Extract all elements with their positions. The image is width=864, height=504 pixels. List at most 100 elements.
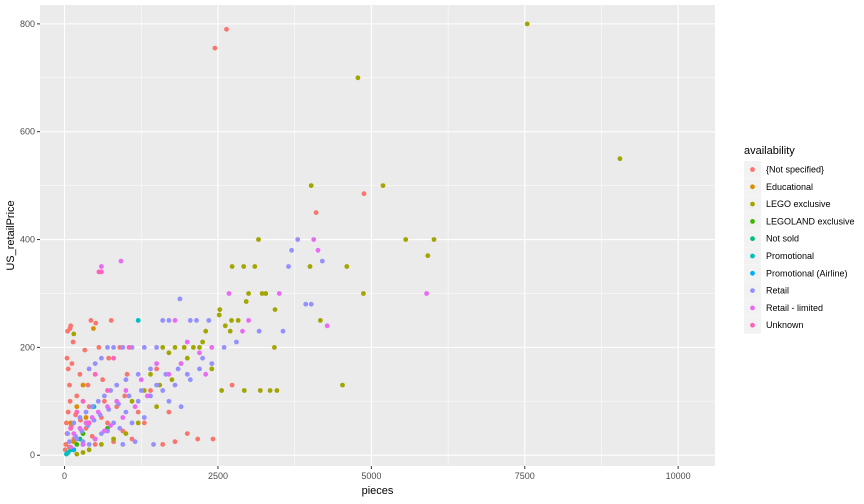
data-point bbox=[95, 398, 101, 404]
data-point bbox=[166, 350, 172, 356]
data-point bbox=[148, 366, 153, 372]
data-point bbox=[135, 371, 141, 377]
data-point bbox=[235, 318, 241, 323]
data-point bbox=[154, 366, 160, 372]
data-point bbox=[132, 439, 138, 445]
data-point bbox=[123, 431, 129, 436]
legend-swatch bbox=[750, 201, 755, 207]
legend: availability {Not specified} Educational L… bbox=[744, 145, 855, 334]
data-point bbox=[111, 355, 116, 361]
legend-swatch bbox=[750, 288, 755, 293]
data-point bbox=[256, 328, 262, 334]
data-point bbox=[197, 366, 202, 372]
data-point bbox=[166, 409, 172, 415]
data-point bbox=[74, 451, 80, 457]
plot-panel bbox=[40, 5, 715, 466]
y-tick-label: 600 bbox=[20, 127, 35, 137]
legend-swatch bbox=[750, 236, 755, 242]
data-point bbox=[263, 291, 269, 296]
data-point bbox=[252, 264, 258, 269]
data-point bbox=[311, 237, 317, 242]
y-axis-title: US_retailPrice bbox=[5, 200, 17, 270]
legend-swatch bbox=[750, 167, 755, 172]
data-point bbox=[226, 291, 232, 296]
data-point bbox=[99, 355, 104, 361]
data-point bbox=[123, 388, 129, 393]
data-point bbox=[241, 388, 247, 393]
data-point bbox=[175, 366, 181, 372]
data-point bbox=[105, 388, 110, 393]
data-point bbox=[129, 436, 135, 442]
data-point bbox=[74, 409, 80, 415]
data-point bbox=[82, 347, 88, 353]
data-points bbox=[62, 21, 623, 457]
data-point bbox=[160, 388, 166, 393]
data-point bbox=[355, 75, 361, 81]
data-point bbox=[68, 444, 74, 450]
data-point bbox=[64, 355, 70, 361]
data-point bbox=[166, 371, 172, 377]
y-tick-label: 0 bbox=[30, 450, 35, 460]
data-point bbox=[617, 156, 623, 162]
data-point bbox=[126, 345, 132, 350]
data-point bbox=[217, 307, 223, 312]
legend-swatch bbox=[750, 219, 755, 224]
grid-lines bbox=[40, 5, 715, 466]
data-point bbox=[86, 447, 92, 453]
data-point bbox=[89, 415, 95, 420]
data-point bbox=[129, 398, 135, 404]
data-point bbox=[187, 377, 193, 383]
data-point bbox=[95, 409, 101, 415]
legend-label: Promotional bbox=[766, 251, 814, 261]
data-point bbox=[80, 450, 86, 455]
data-point bbox=[184, 339, 190, 345]
data-point bbox=[92, 442, 98, 447]
data-point bbox=[77, 371, 83, 377]
data-point bbox=[71, 420, 77, 426]
data-point bbox=[160, 318, 166, 323]
x-tick-label: 10000 bbox=[666, 471, 691, 481]
data-point bbox=[289, 247, 294, 253]
data-point bbox=[178, 404, 184, 410]
data-point bbox=[272, 345, 277, 350]
data-point bbox=[65, 328, 70, 334]
data-point bbox=[361, 291, 366, 296]
data-point bbox=[154, 382, 160, 388]
data-point bbox=[160, 442, 166, 447]
data-point bbox=[92, 361, 98, 366]
data-point bbox=[99, 264, 104, 269]
data-point bbox=[361, 191, 367, 197]
data-point bbox=[63, 442, 69, 447]
data-point bbox=[177, 296, 183, 302]
data-point bbox=[172, 439, 178, 445]
y-tick-label: 800 bbox=[20, 19, 35, 29]
data-point bbox=[117, 425, 123, 431]
data-point bbox=[257, 388, 263, 393]
legend-label: Educational bbox=[766, 182, 813, 192]
data-point bbox=[118, 258, 124, 264]
data-point bbox=[120, 345, 126, 350]
data-point bbox=[524, 21, 530, 27]
data-point bbox=[424, 291, 429, 296]
data-point bbox=[141, 345, 147, 350]
data-point bbox=[315, 247, 321, 253]
data-point bbox=[138, 388, 144, 393]
data-point bbox=[86, 442, 92, 447]
data-point bbox=[120, 415, 126, 420]
data-point bbox=[74, 393, 80, 399]
y-tick-label: 400 bbox=[20, 235, 35, 245]
data-point bbox=[313, 210, 319, 216]
data-point bbox=[92, 371, 98, 377]
data-point bbox=[246, 291, 252, 296]
x-tick-label: 0 bbox=[62, 471, 67, 481]
data-point bbox=[96, 345, 102, 350]
data-point bbox=[74, 442, 80, 447]
data-point bbox=[123, 409, 129, 415]
data-point bbox=[69, 361, 75, 366]
legend-label: Retail - limited bbox=[766, 303, 823, 313]
x-tick-label: 2500 bbox=[208, 471, 228, 481]
data-point bbox=[212, 45, 218, 51]
data-point bbox=[114, 398, 120, 404]
data-point bbox=[67, 439, 72, 445]
legend-swatch bbox=[750, 184, 755, 190]
